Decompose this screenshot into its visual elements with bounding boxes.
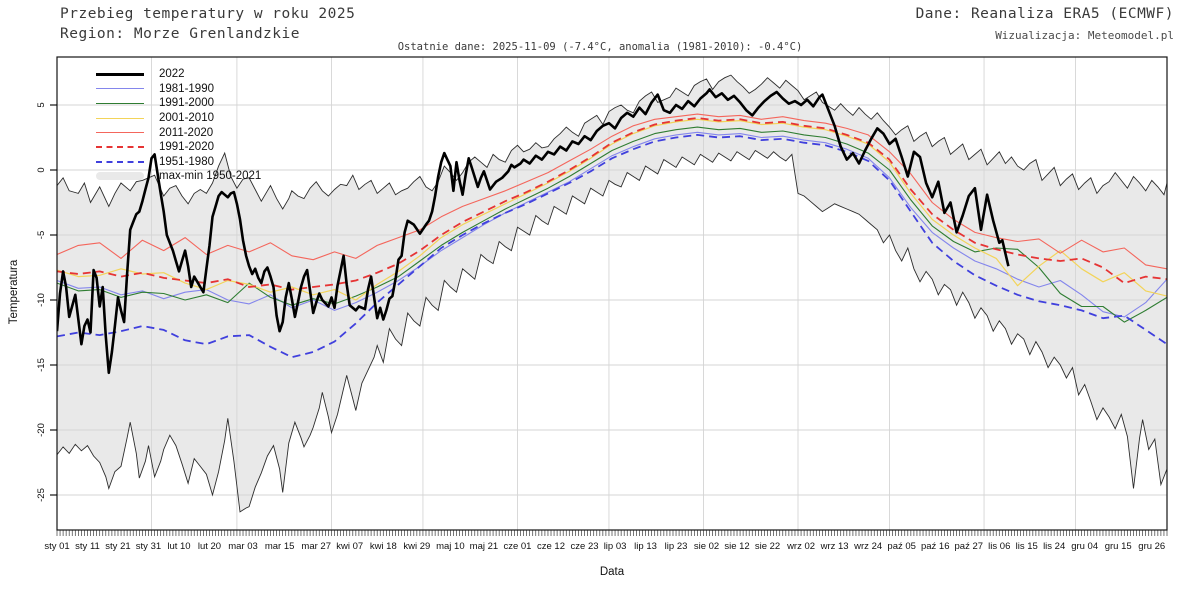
x-tick-label: sty 01 [44,541,69,552]
x-tick-label: paź 05 [887,541,916,552]
legend-line-swatch [96,132,144,134]
x-tick-label: sie 12 [724,541,749,552]
legend-label: 1951-1980 [159,155,214,168]
legend-label: 2001-2010 [159,112,214,125]
x-tick-label: maj 21 [470,541,499,552]
x-tick-label: gru 15 [1105,541,1132,552]
x-tick-label: lut 20 [198,541,221,552]
x-tick-label: wrz 02 [786,541,815,552]
x-tick-label: lis 06 [988,541,1010,552]
x-tick-label: cze 01 [503,541,531,552]
legend-label: max-min 1950-2021 [159,170,262,183]
series-line-2022 [57,88,1010,375]
y-tick-label: -25 [36,488,47,502]
visualization-credit: Wizualizacja: Meteomodel.pl [995,29,1174,42]
y-tick-label: 0 [36,167,47,172]
legend-line-swatch [96,72,144,76]
x-tick-label: kwi 18 [370,541,397,552]
x-axis-title: Data [599,566,625,578]
series-line-1991-2000 [57,126,1167,323]
x-tick-label: lip 23 [665,541,688,552]
x-axis-labels: sty 01 sty 11 sty 21 sty 31 lut 10 lut 20 mar … [44,541,1165,552]
legend-band-swatch [96,172,144,181]
chart-legend: 2022 1981-1990 1991-2000 2001-2010 2011-2020… [96,67,261,184]
x-tick-label: cze 23 [571,541,599,552]
legend-line-swatch [96,117,144,119]
legend-label: 2011-2020 [159,126,214,139]
legend-label: 1991-2000 [159,97,214,110]
legend-line-swatch [96,102,144,104]
legend-item: 1951-1980 [96,155,261,170]
band-min-outline [57,149,1167,513]
series-line-2001-2010 [57,118,1167,301]
series-line-1981-1990 [57,131,1167,318]
x-tick-label: gru 04 [1071,541,1098,552]
legend-line-swatch [96,146,144,149]
x-tick-label: mar 27 [301,541,331,552]
last-data-note: Ostatnie dane: 2025-11-09 (-7.4°C, anoma… [397,41,803,53]
x-tick-label: sie 02 [694,541,719,552]
x-tick-label: mar 03 [228,541,258,552]
y-tick-label: -20 [36,423,47,437]
region-subtitle: Region: Morze Grenlandzkie [60,26,300,42]
legend-item: 2022 [96,67,261,82]
y-axis-title: Temperatura [8,259,20,325]
legend-item: 1991-2020 [96,140,261,155]
x-tick-label: sty 31 [136,541,161,552]
x-tick-label: lis 24 [1043,541,1065,552]
x-tick-label: sty 21 [105,541,130,552]
y-tick-label: -15 [36,358,47,372]
x-tick-label: lip 03 [604,541,627,552]
legend-label: 1991-2020 [159,141,214,154]
x-tick-label: lut 10 [167,541,190,552]
series-line-2011-2020 [57,113,1167,270]
x-tick-label: cze 12 [537,541,565,552]
x-axis-daily-ticks [56,530,1168,536]
x-tick-label: wrz 24 [853,541,882,552]
x-tick-label: sie 22 [755,541,780,552]
y-tick-label: 5 [36,102,47,107]
x-tick-label: mar 15 [265,541,295,552]
x-tick-label: paź 16 [921,541,950,552]
legend-line-swatch [96,88,144,90]
band-max-outline [57,74,1167,210]
plot-area [57,57,1167,530]
plot-border [56,56,1168,531]
legend-label: 2022 [159,68,185,81]
y-tick-label: -10 [36,293,47,307]
y-tick-label: -5 [36,231,47,239]
x-tick-label: maj 10 [436,541,465,552]
legend-line-swatch [96,160,144,163]
x-tick-label: kwi 29 [403,541,430,552]
legend-item: 2011-2020 [96,125,261,140]
legend-item: 2001-2010 [96,111,261,126]
legend-label: 1981-1990 [159,82,214,95]
legend-item: max-min 1950-2021 [96,169,261,184]
y-axis-ticks: 5 0 -5 -10 -15 -20 -25 [36,102,57,502]
series-line-1991-2020 [57,117,1167,291]
legend-item: 1981-1990 [96,82,261,97]
data-source-label: Dane: Reanaliza ERA5 (ECMWF) [915,6,1174,22]
x-tick-label: wrz 13 [820,541,849,552]
page-title: Przebieg temperatury w roku 2025 [60,6,356,22]
x-tick-label: sty 11 [75,541,100,552]
x-tick-label: lip 13 [634,541,657,552]
series-line-1951-1980 [57,134,1167,359]
x-tick-label: gru 26 [1138,541,1165,552]
x-tick-label: kwi 07 [336,541,363,552]
x-tick-label: paź 27 [955,541,984,552]
legend-item: 1991-2000 [96,96,261,111]
x-tick-label: lis 15 [1016,541,1038,552]
